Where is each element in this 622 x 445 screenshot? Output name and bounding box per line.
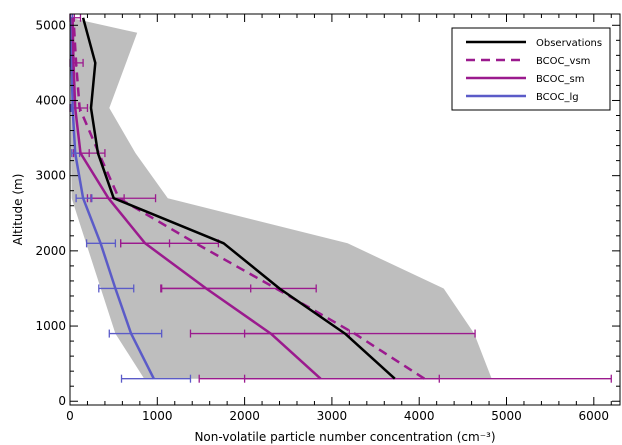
x-tick-label: 3000 (317, 409, 348, 423)
legend-label-bcoc-vsm: BCOC_vsm (536, 56, 590, 67)
y-tick-label: 4000 (35, 93, 66, 107)
y-tick-label: 1000 (35, 319, 66, 333)
y-tick-label: 0 (58, 394, 66, 408)
plot-frame (69, 13, 621, 406)
bcoc-lg-line (69, 17, 155, 380)
legend-label-observations: Observations (536, 38, 602, 49)
x-tick-label: 2000 (229, 409, 260, 423)
x-axis-label: Non-volatile particle number concentrati… (194, 430, 495, 444)
legend-label-bcoc-sm: BCOC_sm (536, 74, 584, 85)
y-axis-label: Altitude (m) (11, 174, 25, 246)
x-tick-label: 1000 (142, 409, 173, 423)
y-tick-label: 3000 (35, 169, 66, 183)
observations-line (81, 17, 396, 380)
x-tick-label: 5000 (491, 409, 522, 423)
axis-ticks: 0 1000 2000 3000 4000 5000 6000 0 1000 2000 3000 40… (35, 14, 620, 423)
y-tick-label: 2000 (35, 244, 66, 258)
legend: Observations BCOC_vsm BCOC_sm BCOC_lg (451, 27, 611, 111)
x-tick-label: 0 (66, 409, 74, 423)
bcoc-sm-line (71, 17, 322, 380)
x-tick-label: 4000 (404, 409, 435, 423)
x-tick-label: 6000 (579, 409, 610, 423)
legend-label-bcoc-lg: BCOC_lg (536, 92, 579, 103)
y-tick-label: 5000 (35, 18, 66, 32)
bcoc-vsm-line (72, 17, 426, 380)
